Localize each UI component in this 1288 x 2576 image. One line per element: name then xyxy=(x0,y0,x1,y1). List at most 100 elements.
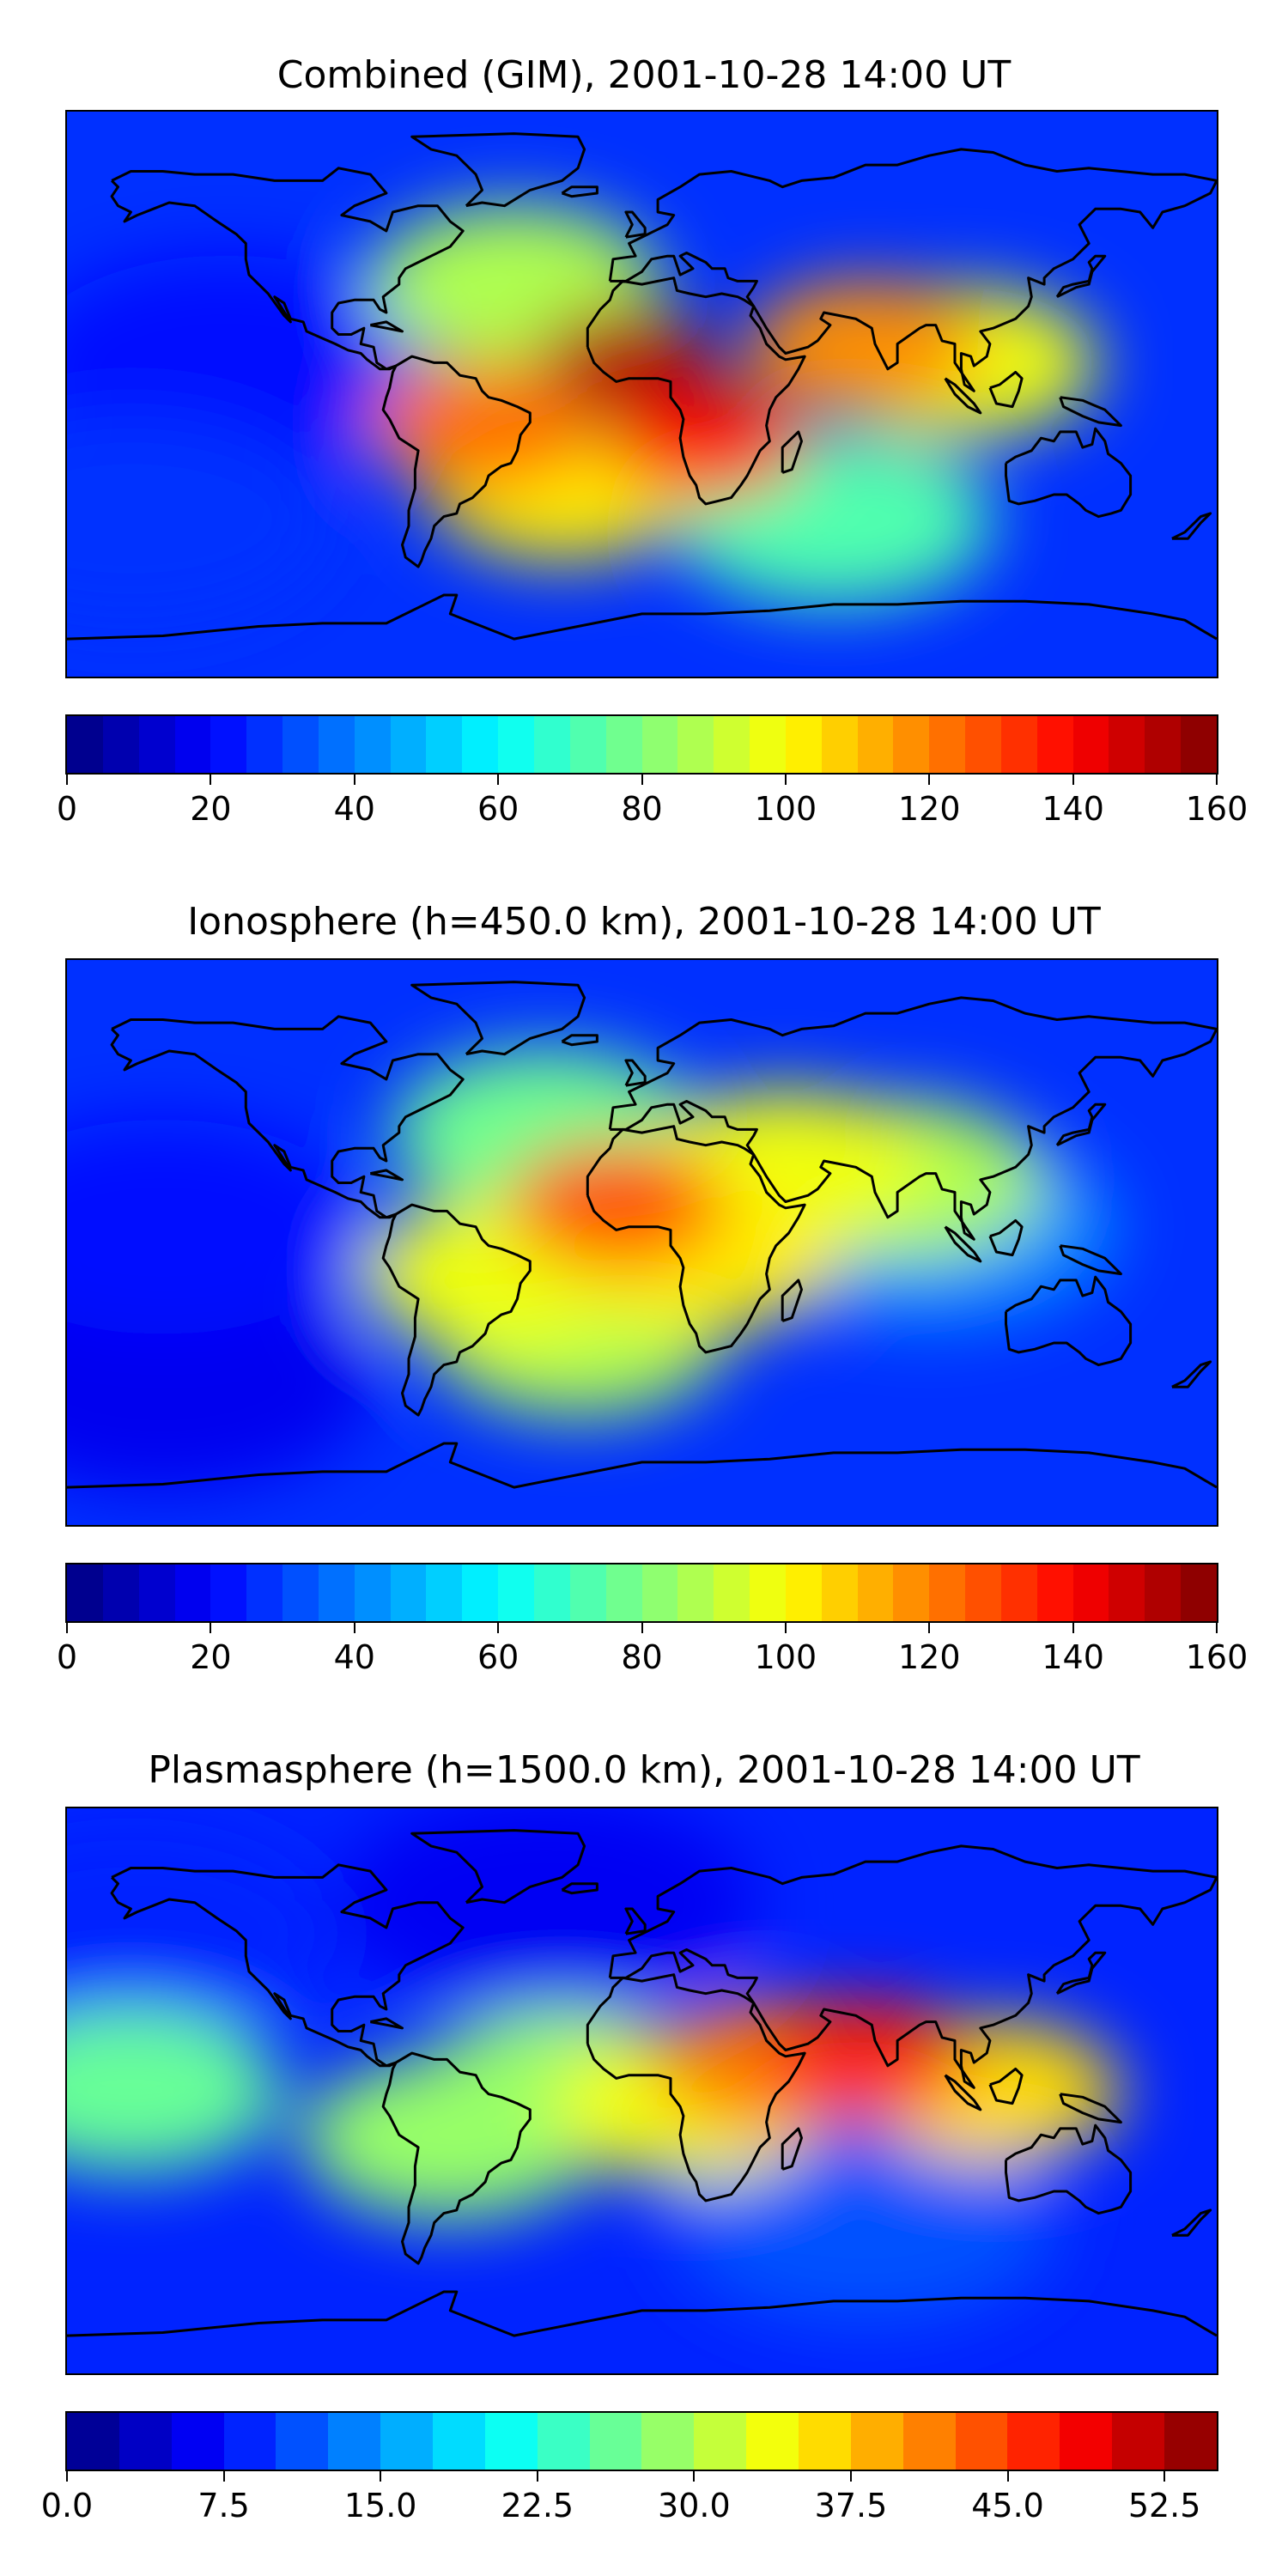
coastline-13 xyxy=(561,1882,598,1895)
coastline-8 xyxy=(1055,254,1107,299)
coastline-15 xyxy=(370,1169,404,1182)
colorbar-segment xyxy=(1072,716,1109,773)
coastline-10 xyxy=(988,1218,1024,1257)
panel-1-colorbar xyxy=(65,714,1218,775)
colorbar-tick-mark xyxy=(66,775,68,785)
colorbar-segment xyxy=(174,1564,211,1621)
coastline-9 xyxy=(944,2074,982,2111)
colorbar-segment xyxy=(390,716,427,773)
coastline-15 xyxy=(370,2017,404,2030)
colorbar-segment xyxy=(118,2413,172,2470)
colorbar-segment xyxy=(67,2413,119,2470)
colorbar-tick-label: 20 xyxy=(190,1638,232,1676)
field-south-indian-low xyxy=(673,2121,1057,2324)
coastline-7 xyxy=(624,210,647,239)
colorbar-tick-label: 60 xyxy=(477,1638,519,1676)
coastline-1 xyxy=(381,355,532,568)
colorbar-tick-label: 30.0 xyxy=(658,2487,731,2524)
colorbar-segment xyxy=(1060,2413,1113,2470)
coastline-12 xyxy=(1171,512,1212,540)
panel-2-title: Ionosphere (h=450.0 km), 2001-10-28 14:0… xyxy=(187,900,1101,944)
colorbar-tick-mark xyxy=(1006,2471,1009,2482)
colorbar-tick-mark xyxy=(1163,2471,1166,2482)
panel-1-map xyxy=(65,110,1218,678)
colorbar-tick-label: 100 xyxy=(754,790,817,828)
colorbar-segment xyxy=(390,1564,427,1621)
panel-2-colorbar xyxy=(65,1563,1218,1623)
coastline-4 xyxy=(1005,2123,1133,2215)
colorbar-tick-label: 52.5 xyxy=(1127,2487,1201,2524)
colorbar-segment xyxy=(498,716,534,773)
coastline-14 xyxy=(781,2127,803,2171)
coastline-14 xyxy=(781,430,803,474)
panel-1-colorbar-ticks: 0 20 40 60 80 100 120 140 160 xyxy=(57,775,1248,835)
colorbar-tick-mark xyxy=(849,2471,852,2482)
coastline-4 xyxy=(1005,1275,1133,1367)
colorbar-segment xyxy=(138,716,175,773)
colorbar-segment xyxy=(67,1564,103,1621)
coastline-3 xyxy=(608,148,1217,392)
colorbar-segment xyxy=(1145,716,1182,773)
field-south-america-band xyxy=(368,361,597,490)
field-southern-africa-band xyxy=(605,383,806,500)
coastline-1 xyxy=(381,1203,532,1417)
coastline-15 xyxy=(370,320,404,333)
colorbar-segment xyxy=(857,716,894,773)
colorbar-tick-mark xyxy=(928,775,931,785)
coastline-7 xyxy=(624,1059,647,1087)
colorbar-segment xyxy=(283,1564,319,1621)
colorbar-tick-label: 40 xyxy=(333,1638,375,1676)
coastline-12 xyxy=(1171,2208,1212,2237)
colorbar-segment xyxy=(821,1564,858,1621)
colorbar-tick-mark xyxy=(641,775,643,785)
coastline-5 xyxy=(410,981,586,1056)
colorbar-segment xyxy=(537,2413,590,2470)
panel-3-colorbar-ticks: 0.0 7.5 15.0 22.5 30.0 37.5 45.0 52.5 xyxy=(41,2471,1218,2531)
panel-2-map xyxy=(65,958,1218,1527)
colorbar-segment xyxy=(171,2413,224,2470)
colorbar-tick-mark xyxy=(497,1623,500,1633)
colorbar-segment xyxy=(750,1564,786,1621)
colorbar-segment xyxy=(694,2413,747,2470)
colorbar-segment xyxy=(210,716,247,773)
colorbar-segment xyxy=(102,716,139,773)
coastline-5 xyxy=(410,1829,586,1905)
colorbar-tick-label: 160 xyxy=(1185,790,1249,828)
field-west-africa-max xyxy=(507,1142,726,1267)
field-arabia-india-band xyxy=(747,280,984,414)
colorbar-segment xyxy=(223,2413,276,2470)
colorbar-segment xyxy=(929,1564,966,1621)
colorbar-tick-label: 0.0 xyxy=(40,2487,94,2524)
field-south-pacific-low xyxy=(67,414,331,625)
colorbar-segment xyxy=(246,716,283,773)
colorbar-segment xyxy=(965,716,1001,773)
colorbar-segment xyxy=(785,1564,822,1621)
coastline-8 xyxy=(1055,1951,1107,1996)
colorbar-segment xyxy=(857,1564,894,1621)
coastline-1 xyxy=(381,2051,532,2265)
coastline-4 xyxy=(1005,427,1133,519)
colorbar-tick-mark xyxy=(380,2471,382,2482)
colorbar-tick-label: 120 xyxy=(897,790,961,828)
coastline-7 xyxy=(624,1907,647,1935)
field-west-africa-max xyxy=(539,305,713,409)
colorbar-segment xyxy=(746,2413,799,2470)
field-pacific-band xyxy=(67,2008,283,2173)
colorbar-tick-mark xyxy=(536,2471,538,2482)
colorbar-segment xyxy=(426,716,463,773)
coastline-0 xyxy=(110,167,465,371)
colorbar-segment xyxy=(138,1564,175,1621)
field-south-america-band xyxy=(301,2057,599,2220)
colorbar-tick-label: 0 xyxy=(56,1638,78,1676)
coastline-11 xyxy=(1059,396,1122,428)
colorbar-segment xyxy=(533,1564,570,1621)
colorbar-tick-label: 7.5 xyxy=(197,2487,250,2524)
colorbar-segment xyxy=(1109,1564,1145,1621)
colorbar-tick-label: 100 xyxy=(754,1638,817,1676)
colorbar-segment xyxy=(174,716,211,773)
colorbar-segment xyxy=(1181,1564,1217,1621)
colorbar-segment xyxy=(785,716,822,773)
coastline-6 xyxy=(67,593,1217,641)
colorbar-tick-mark xyxy=(66,2471,68,2482)
field-blobs xyxy=(67,1048,1116,1493)
